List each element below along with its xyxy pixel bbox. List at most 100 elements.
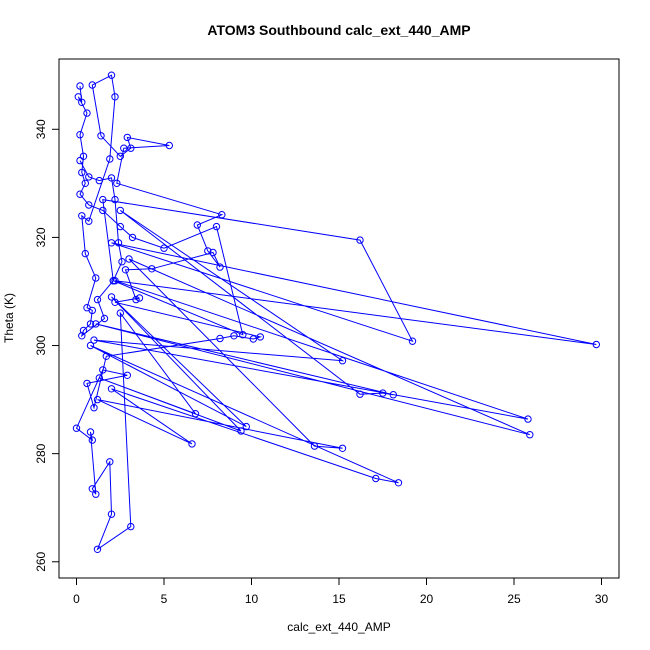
data-point (338, 444, 347, 452)
data-point (242, 422, 251, 431)
data-point (106, 155, 114, 163)
data-point (106, 458, 114, 466)
data-point (524, 415, 532, 423)
y-tick-label: 300 (34, 335, 48, 355)
data-point (102, 352, 111, 360)
data-point (78, 332, 86, 340)
data-point (526, 431, 534, 439)
data-point (88, 81, 97, 89)
x-tick-label: 10 (245, 592, 259, 606)
x-tick-label: 15 (332, 592, 346, 606)
data-point (93, 295, 102, 304)
data-point (76, 131, 84, 139)
data-point (111, 298, 119, 306)
data-point (148, 265, 156, 273)
data-point (78, 212, 86, 220)
data-point (114, 239, 123, 247)
data-point (116, 152, 125, 161)
x-axis-label: calc_ext_440_AMP (287, 620, 390, 634)
data-point (95, 176, 104, 185)
y-axis-label: Theta (K) (2, 293, 16, 343)
data-point (592, 340, 600, 349)
series-layer (72, 71, 600, 553)
data-point (95, 374, 104, 382)
data-point (113, 179, 121, 188)
data-point (356, 390, 364, 398)
data-point (123, 371, 132, 379)
data-point (81, 249, 90, 258)
y-tick-label: 340 (34, 119, 48, 139)
chart-title: ATOM3 Southbound calc_ext_440_AMP (207, 22, 470, 38)
data-point (97, 132, 105, 140)
data-point (92, 320, 100, 328)
x-tick-label: 25 (507, 592, 521, 606)
data-point (99, 366, 107, 374)
data-point (99, 206, 107, 215)
data-point (310, 442, 319, 450)
data-point (230, 332, 238, 340)
data-point (128, 233, 137, 242)
data-point (116, 222, 125, 231)
data-point (109, 277, 118, 285)
x-axis: 0 5 10 15 20 25 30 (73, 577, 609, 606)
y-tick-label: 260 (34, 551, 48, 571)
data-point (107, 510, 116, 518)
x-tick-label: 0 (73, 592, 80, 606)
data-point (111, 195, 119, 204)
data-point (249, 335, 258, 343)
data-point (107, 71, 116, 79)
x-tick-label: 30 (595, 592, 609, 606)
data-point (72, 424, 81, 432)
data-point (372, 474, 380, 483)
data-point (74, 93, 83, 101)
data-point (218, 211, 226, 219)
data-point (165, 141, 174, 150)
data-point (135, 294, 144, 302)
data-point (92, 274, 100, 282)
data-point (127, 144, 135, 152)
data-point (107, 239, 116, 247)
data-point (86, 341, 95, 350)
data-point (127, 522, 135, 531)
data-point (379, 389, 387, 397)
data-point (107, 385, 116, 393)
data-point (408, 337, 417, 345)
data-point (79, 326, 88, 335)
y-tick-label: 280 (34, 443, 48, 463)
y-tick-label: 320 (34, 227, 48, 247)
x-tick-label: 5 (161, 592, 168, 606)
data-point (118, 258, 126, 266)
data-point (193, 221, 202, 229)
data-point (88, 485, 97, 493)
data-point (237, 427, 245, 435)
data-point (160, 244, 168, 252)
data-point (120, 144, 128, 152)
data-point (125, 255, 133, 263)
data-point (76, 156, 84, 165)
data-point (81, 179, 90, 188)
data-point (78, 98, 86, 107)
data-point (88, 436, 97, 444)
data-point (216, 263, 224, 271)
data-point (356, 236, 364, 244)
data-point (100, 314, 109, 323)
data-point (107, 174, 116, 182)
y-axis: 260 280 300 320 340 (34, 119, 60, 572)
data-point (132, 295, 140, 304)
data-point (389, 391, 397, 399)
data-point (216, 334, 224, 343)
x-tick-label: 20 (420, 592, 434, 606)
data-point (394, 479, 403, 487)
data-point (191, 410, 200, 418)
data-point (256, 333, 264, 341)
data-point (107, 293, 116, 301)
data-point (111, 93, 119, 101)
data-point (123, 133, 132, 142)
data-point (209, 248, 217, 257)
data-point (90, 404, 98, 412)
data-point (116, 206, 125, 215)
data-point (212, 222, 221, 231)
data-point (85, 173, 93, 181)
data-point (83, 379, 91, 388)
